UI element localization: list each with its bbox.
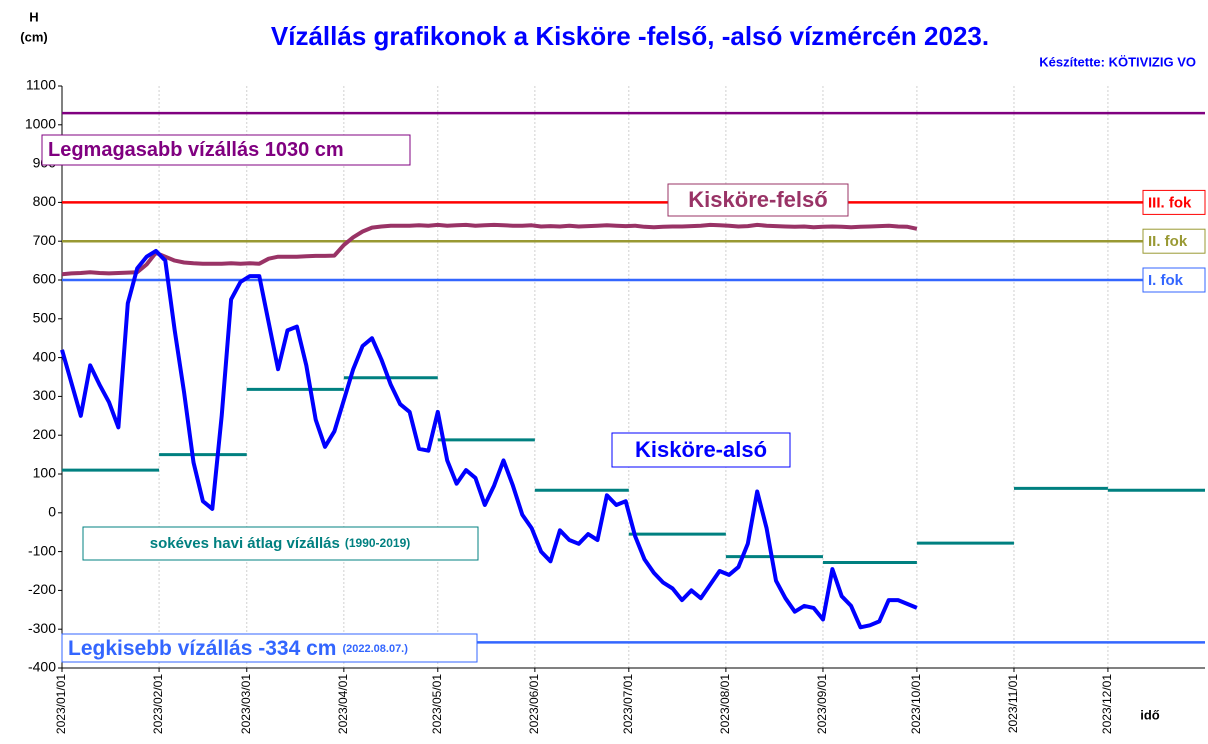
x-tick-label: 2023/09/01	[815, 674, 829, 734]
credit: Készítette: KÖTIVIZIG VO	[1039, 54, 1196, 69]
y-axis-unit: (cm)	[20, 29, 47, 44]
x-tick-label: 2023/08/01	[718, 674, 732, 734]
series-label: Kisköre-felső	[688, 187, 827, 212]
y-tick-label: 1100	[26, 77, 56, 93]
average-label-box	[82, 526, 479, 561]
series-label-box	[611, 432, 791, 468]
x-tick-label: 2023/04/01	[336, 674, 350, 734]
series-label-box	[667, 183, 849, 217]
y-tick-label: 600	[33, 271, 57, 287]
average-label-name: sokéves havi átlag vízállás	[150, 535, 340, 552]
y-tick-label: 400	[33, 348, 57, 364]
reference-label: I. fok	[1148, 272, 1184, 289]
y-axis-label: H	[29, 9, 38, 24]
reference-label-text: Legmagasabb vízállás 1030 cm	[48, 139, 344, 161]
reference-label-note: (2022.08.07.)	[342, 643, 408, 655]
average-label-period: (1990-2019)	[345, 536, 410, 550]
x-tick-label: 2023/12/01	[1100, 674, 1114, 734]
y-tick-label: 100	[33, 465, 57, 481]
x-tick-label: 2023/10/01	[909, 674, 923, 734]
y-tick-label: 1000	[25, 116, 56, 132]
series-line	[61, 222, 918, 277]
y-tick-label: 300	[33, 387, 57, 403]
x-tick-label: 2023/06/01	[527, 674, 541, 734]
y-tick-label: 200	[33, 426, 57, 442]
x-tick-label: 2023/07/01	[621, 674, 635, 734]
y-tick-label: 0	[48, 504, 56, 520]
x-tick-label: 2023/11/01	[1006, 674, 1020, 733]
x-tick-label: 2023/02/01	[151, 674, 165, 734]
reference-label-box	[41, 134, 411, 166]
reference-label: Legkisebb vízállás -334 cm (2022.08.07.)	[68, 637, 408, 660]
reference-label: Legmagasabb vízállás 1030 cm	[48, 139, 344, 161]
chart-title: Vízállás grafikonok a Kisköre -felső, -a…	[271, 21, 989, 51]
y-tick-label: 500	[33, 310, 57, 326]
series-label: Kisköre-alsó	[635, 437, 767, 462]
x-tick-label: 2023/05/01	[430, 674, 444, 734]
reference-label-box	[1142, 267, 1206, 293]
x-axis-label: idő	[1140, 707, 1160, 722]
y-tick-label: -400	[28, 659, 56, 675]
series-line	[60, 248, 918, 630]
y-tick-label: -300	[28, 620, 56, 636]
y-tick-label: 800	[33, 193, 57, 209]
reference-label-box	[61, 633, 478, 663]
average-label: sokéves havi átlag vízállás (1990-2019)	[150, 535, 411, 552]
x-tick-label: 2023/01/01	[54, 674, 68, 734]
reference-label-box	[1142, 228, 1206, 254]
y-tick-label: 700	[33, 232, 57, 248]
y-tick-label: -200	[28, 581, 56, 597]
reference-label: II. fok	[1148, 233, 1188, 250]
reference-label: III. fok	[1148, 194, 1192, 211]
reference-label-box	[1142, 189, 1206, 215]
x-tick-label: 2023/03/01	[239, 674, 253, 734]
reference-label-text: Legkisebb vízállás -334 cm	[68, 637, 336, 660]
y-tick-label: -100	[28, 542, 56, 558]
